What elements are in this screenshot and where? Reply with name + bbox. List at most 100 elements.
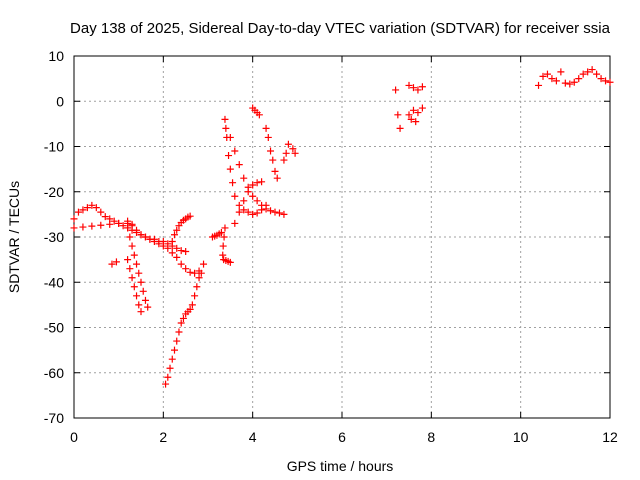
data-point — [83, 204, 91, 212]
x-tick-label: 4 — [249, 429, 257, 445]
data-point — [130, 283, 138, 291]
data-point — [548, 75, 556, 83]
data-points — [70, 66, 614, 388]
data-point — [280, 156, 288, 164]
data-point — [267, 207, 275, 215]
data-point — [128, 242, 136, 250]
data-point — [133, 292, 141, 300]
data-point — [240, 174, 248, 182]
data-point — [171, 231, 178, 239]
data-point — [168, 355, 176, 363]
data-point — [584, 68, 592, 76]
data-point — [200, 260, 208, 268]
data-point — [135, 269, 143, 277]
x-tick-label: 6 — [338, 429, 346, 445]
data-point — [193, 283, 201, 291]
data-point — [579, 70, 587, 78]
x-tick-label: 2 — [159, 429, 167, 445]
data-point — [137, 308, 145, 316]
data-point — [280, 210, 288, 218]
data-point — [264, 133, 272, 141]
data-point — [144, 303, 152, 311]
data-point — [150, 238, 158, 246]
data-point — [253, 209, 261, 217]
data-point — [557, 68, 565, 76]
data-point — [182, 265, 190, 273]
data-point — [262, 124, 270, 132]
grid — [74, 56, 610, 418]
data-point — [97, 221, 105, 229]
data-point — [217, 228, 225, 236]
data-point — [226, 258, 234, 266]
data-point — [219, 251, 227, 259]
data-point — [124, 217, 132, 225]
data-point — [240, 206, 248, 214]
data-point — [168, 238, 176, 246]
chart-title: Day 138 of 2025, Sidereal Day-to-day VTE… — [70, 20, 611, 37]
y-tick-label: -60 — [44, 365, 64, 381]
x-tick-label: 8 — [427, 429, 435, 445]
data-point — [220, 233, 228, 241]
data-point — [291, 149, 299, 157]
data-point — [405, 111, 413, 119]
data-point — [271, 167, 279, 175]
data-point — [392, 86, 400, 94]
data-point — [253, 197, 261, 205]
data-point — [235, 208, 243, 216]
data-point — [269, 156, 277, 164]
data-point — [173, 337, 181, 345]
data-point — [249, 192, 257, 200]
data-point — [133, 226, 141, 234]
data-point — [409, 84, 417, 92]
data-point — [258, 178, 266, 186]
data-point — [229, 179, 237, 187]
data-point — [561, 79, 569, 87]
data-point — [186, 212, 194, 220]
data-point — [173, 244, 181, 252]
data-point — [186, 268, 194, 276]
y-tick-label: -20 — [44, 184, 64, 200]
data-point — [588, 66, 596, 74]
data-point — [235, 161, 243, 169]
data-point — [124, 256, 132, 264]
data-point — [566, 80, 574, 88]
data-point — [606, 78, 614, 86]
data-point — [197, 269, 205, 277]
data-point — [219, 242, 227, 250]
data-point — [164, 373, 172, 381]
data-point — [124, 224, 132, 232]
data-point — [188, 301, 196, 309]
data-point — [115, 219, 123, 227]
data-point — [128, 274, 136, 282]
data-point — [74, 208, 82, 216]
data-point — [249, 210, 257, 218]
data-point — [139, 287, 147, 295]
data-point — [409, 106, 417, 114]
y-tick-label: 10 — [48, 48, 64, 64]
y-tick-label: -30 — [44, 229, 64, 245]
data-point — [249, 181, 257, 189]
data-point — [130, 251, 138, 259]
data-point — [412, 118, 420, 126]
data-point — [414, 86, 422, 94]
y-tick-label: -50 — [44, 320, 64, 336]
data-point — [133, 260, 141, 268]
data-point — [88, 222, 96, 230]
data-point — [126, 233, 134, 241]
x-tick-label: 0 — [70, 429, 78, 445]
data-point — [535, 81, 543, 89]
data-point — [253, 179, 261, 187]
data-point — [101, 213, 109, 221]
data-point — [108, 260, 116, 268]
data-point — [141, 296, 149, 304]
data-point — [88, 201, 96, 209]
x-tick-label: 10 — [513, 429, 529, 445]
data-point — [175, 328, 183, 336]
data-point — [539, 72, 547, 80]
x-axis-label: GPS time / hours — [287, 458, 394, 474]
data-point — [231, 192, 239, 200]
axis-ticks: 0 2 4 6 8 10 12 10 0 -10 -20 -30 -40 -50 -60 -70 — [44, 48, 618, 445]
data-point — [164, 244, 172, 252]
y-tick-label: -40 — [44, 274, 64, 290]
